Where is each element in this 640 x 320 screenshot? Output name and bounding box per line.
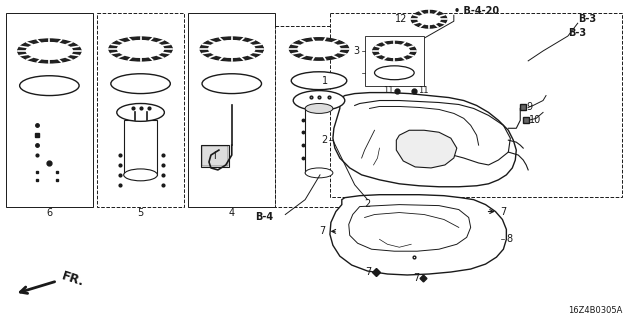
Bar <box>330 13 622 197</box>
Ellipse shape <box>109 37 172 61</box>
Ellipse shape <box>200 37 264 61</box>
Ellipse shape <box>20 76 79 96</box>
Text: FR.: FR. <box>60 269 86 289</box>
Ellipse shape <box>116 40 164 58</box>
Bar <box>124 120 157 175</box>
Text: 7: 7 <box>319 226 335 236</box>
Text: 11: 11 <box>383 86 394 95</box>
Bar <box>365 36 424 86</box>
Text: 11: 11 <box>418 86 429 95</box>
Ellipse shape <box>124 169 157 181</box>
Bar <box>188 13 275 207</box>
Text: 16Z4B0305A: 16Z4B0305A <box>568 306 622 315</box>
Text: 12: 12 <box>395 14 407 24</box>
Text: • B-4-20: • B-4-20 <box>454 6 499 16</box>
Text: 8: 8 <box>506 234 513 244</box>
Bar <box>202 146 228 166</box>
Ellipse shape <box>26 42 73 60</box>
Text: 2: 2 <box>365 199 371 209</box>
Ellipse shape <box>116 103 164 121</box>
Text: B-4: B-4 <box>255 212 273 222</box>
Text: 1: 1 <box>322 76 328 86</box>
Text: i: i <box>214 151 216 161</box>
Text: 9: 9 <box>526 102 532 112</box>
Text: 3: 3 <box>353 46 360 56</box>
Ellipse shape <box>305 103 333 113</box>
Ellipse shape <box>18 39 81 63</box>
Ellipse shape <box>417 13 441 25</box>
Text: B-3: B-3 <box>578 14 596 24</box>
Bar <box>305 108 333 173</box>
Text: 10: 10 <box>529 115 541 125</box>
Ellipse shape <box>305 168 333 178</box>
Text: 7: 7 <box>365 267 372 277</box>
Polygon shape <box>333 92 516 187</box>
Text: 6: 6 <box>46 208 52 218</box>
Ellipse shape <box>293 91 345 110</box>
Text: B-3: B-3 <box>568 28 586 38</box>
Ellipse shape <box>202 74 262 93</box>
Bar <box>6 13 93 207</box>
Ellipse shape <box>208 40 255 58</box>
Text: 7: 7 <box>488 206 507 217</box>
Text: 5: 5 <box>138 208 144 218</box>
Ellipse shape <box>111 74 170 93</box>
Text: 7: 7 <box>413 273 419 283</box>
Ellipse shape <box>378 44 410 58</box>
Bar <box>275 26 363 207</box>
Ellipse shape <box>297 41 341 57</box>
Ellipse shape <box>289 38 349 60</box>
Text: 2: 2 <box>322 135 328 145</box>
Ellipse shape <box>412 10 447 28</box>
Ellipse shape <box>372 41 416 61</box>
Bar <box>97 13 184 207</box>
Ellipse shape <box>374 66 414 80</box>
Bar <box>201 145 228 167</box>
Polygon shape <box>396 130 457 168</box>
Polygon shape <box>330 195 506 275</box>
Text: 4: 4 <box>228 208 235 218</box>
Ellipse shape <box>291 72 347 90</box>
